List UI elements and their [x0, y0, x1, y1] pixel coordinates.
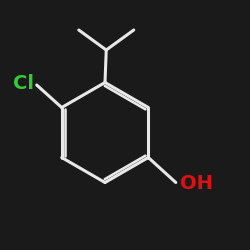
Text: OH: OH [180, 174, 212, 193]
Text: Cl: Cl [13, 74, 34, 93]
